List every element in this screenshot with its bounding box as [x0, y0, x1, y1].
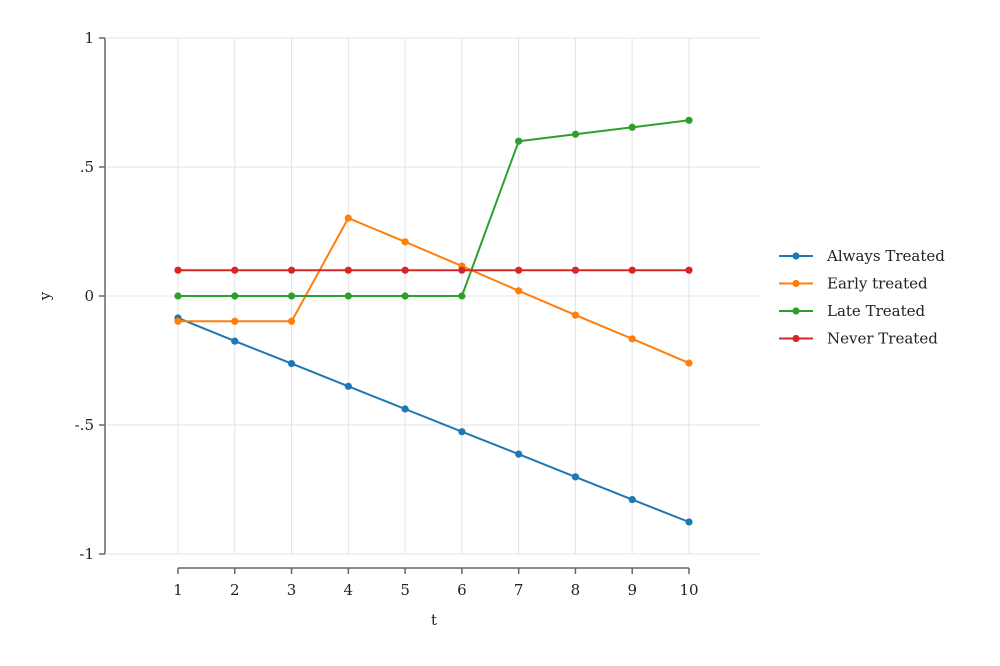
- legend-swatch-marker: [792, 279, 800, 288]
- data-point-late-treated: [685, 116, 693, 124]
- y-tick-label: 1: [84, 29, 94, 47]
- data-point-early-treated: [231, 317, 239, 325]
- legend-label: Early treated: [827, 275, 928, 293]
- data-point-early-treated: [628, 335, 636, 343]
- legend-label: Always Treated: [826, 247, 945, 265]
- data-point-always-treated: [231, 337, 239, 345]
- x-tick-label: 3: [287, 581, 297, 599]
- series-never-treated: [174, 266, 693, 274]
- data-point-late-treated: [401, 292, 409, 300]
- axes: -1 -.5 0 .5 1 1 2 3 4 5 6 7 8 9 10: [75, 29, 699, 599]
- data-point-late-treated: [231, 292, 239, 300]
- x-tick-label: 9: [627, 581, 637, 599]
- y-tick-label: .5: [80, 158, 94, 176]
- series-line-early-treated: [178, 217, 690, 365]
- data-point-late-treated: [287, 292, 296, 300]
- legend-label: Never Treated: [827, 330, 938, 348]
- data-point-late-treated: [515, 137, 523, 145]
- legend-label: Late Treated: [827, 302, 925, 320]
- data-point-never-treated: [571, 266, 580, 274]
- data-point-always-treated: [628, 495, 636, 504]
- data-point-late-treated: [628, 123, 636, 131]
- x-tick-label: 4: [344, 581, 354, 599]
- data-point-always-treated: [287, 359, 296, 368]
- data-point-always-treated: [401, 405, 409, 413]
- series-line-late-treated: [178, 119, 690, 297]
- y-tick-label: 0: [84, 287, 94, 305]
- data-point-early-treated: [344, 214, 352, 222]
- data-point-always-treated: [344, 382, 352, 390]
- data-point-never-treated: [287, 266, 296, 274]
- data-point-early-treated: [287, 317, 296, 325]
- data-point-early-treated: [174, 317, 182, 325]
- data-point-never-treated: [458, 266, 466, 274]
- series-always-treated: [174, 314, 693, 526]
- x-tick-label: 5: [400, 581, 410, 599]
- data-point-early-treated: [685, 359, 693, 367]
- legend-item-never-treated: Never Treated: [779, 330, 938, 348]
- y-tick-label: -1: [79, 545, 94, 563]
- data-point-never-treated: [344, 266, 352, 274]
- data-point-never-treated: [401, 266, 409, 274]
- data-point-always-treated: [571, 473, 580, 481]
- data-point-always-treated: [685, 518, 693, 526]
- data-point-early-treated: [515, 287, 523, 295]
- series-group: [174, 116, 693, 526]
- data-point-never-treated: [515, 266, 523, 274]
- data-point-never-treated: [628, 266, 636, 274]
- data-point-late-treated: [344, 292, 352, 300]
- x-tick-label: 6: [457, 581, 467, 599]
- legend-swatch-marker: [792, 334, 800, 343]
- y-tick-label: -.5: [75, 416, 94, 434]
- legend-swatch-marker: [792, 307, 800, 315]
- data-point-never-treated: [231, 266, 239, 274]
- data-point-always-treated: [515, 450, 523, 458]
- legend-item-always-treated: Always Treated: [779, 247, 945, 265]
- data-point-late-treated: [571, 130, 580, 138]
- x-tick-label: 1: [173, 581, 183, 599]
- data-point-always-treated: [458, 428, 466, 436]
- y-axis-title: y: [36, 291, 54, 301]
- data-point-early-treated: [401, 238, 409, 246]
- series-late-treated: [174, 116, 693, 300]
- data-point-never-treated: [685, 266, 693, 274]
- x-tick-label: 8: [571, 581, 581, 599]
- x-tick-label: 7: [514, 581, 524, 599]
- series-line-always-treated: [177, 316, 690, 523]
- legend-item-early-treated: Early treated: [779, 275, 928, 293]
- data-point-late-treated: [174, 292, 182, 300]
- legend: Always Treated Early treated Late Treated N…: [779, 247, 945, 348]
- data-point-never-treated: [174, 266, 182, 274]
- x-tick-label: 2: [230, 581, 240, 599]
- x-tick-label: 10: [679, 581, 698, 599]
- legend-item-late-treated: Late Treated: [779, 302, 925, 320]
- data-point-early-treated: [571, 311, 580, 319]
- series-early-treated: [174, 214, 693, 367]
- legend-swatch-marker: [792, 252, 800, 260]
- x-axis-title: t: [431, 611, 437, 629]
- data-point-late-treated: [458, 292, 466, 300]
